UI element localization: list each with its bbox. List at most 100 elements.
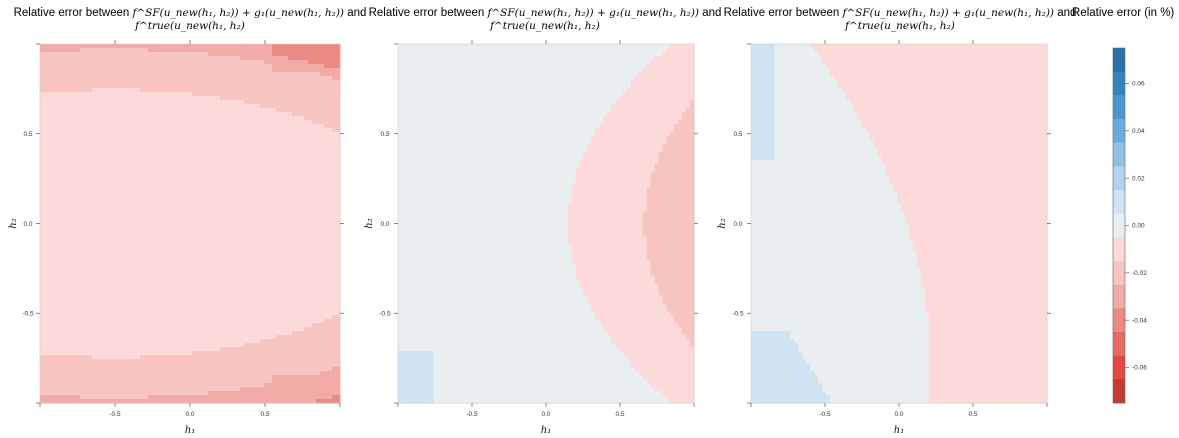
heatmap-cell bbox=[148, 131, 153, 137]
heatmap-cell bbox=[56, 95, 61, 101]
heatmap-cell bbox=[192, 279, 197, 284]
heatmap-cell bbox=[192, 183, 197, 189]
heatmap-cell bbox=[192, 131, 197, 137]
heatmap-cell bbox=[228, 371, 233, 376]
heatmap-cell bbox=[180, 159, 185, 165]
heatmap-cell bbox=[168, 139, 173, 145]
heatmap-cell bbox=[116, 143, 121, 149]
heatmap-cell bbox=[256, 303, 261, 308]
heatmap-cell bbox=[208, 99, 213, 105]
heatmap-cell bbox=[116, 379, 121, 384]
heatmap-cell bbox=[176, 259, 181, 264]
heatmap-cell bbox=[64, 311, 69, 316]
heatmap-cell bbox=[124, 127, 129, 133]
heatmap-cell bbox=[48, 395, 53, 400]
heatmap-cell bbox=[208, 359, 213, 364]
heatmap-cell bbox=[168, 251, 173, 257]
heatmap-cell bbox=[188, 371, 193, 376]
heatmap-cell bbox=[152, 223, 157, 229]
heatmap-cell bbox=[148, 119, 153, 125]
heatmap-cell bbox=[148, 327, 153, 332]
heatmap-cell bbox=[112, 99, 117, 105]
heatmap-cell bbox=[64, 91, 69, 97]
heatmap-cell bbox=[200, 363, 205, 368]
heatmap-cell bbox=[156, 79, 161, 85]
heatmap-cell bbox=[96, 195, 101, 201]
heatmap-cell bbox=[244, 151, 249, 157]
heatmap-cell bbox=[120, 243, 125, 249]
heatmap-cell bbox=[220, 215, 225, 221]
heatmap-cell bbox=[76, 119, 81, 125]
heatmap-cell bbox=[212, 155, 217, 161]
heatmap-cell bbox=[116, 83, 121, 89]
heatmap-cell bbox=[212, 131, 217, 137]
heatmap-cell bbox=[156, 283, 161, 288]
heatmap-cell bbox=[44, 331, 49, 336]
heatmap-cell bbox=[208, 44, 213, 49]
heatmap-cell bbox=[40, 203, 45, 209]
heatmap-cell bbox=[196, 339, 201, 344]
heatmap-cell bbox=[188, 395, 193, 400]
heatmap-cell bbox=[104, 319, 109, 324]
heatmap-cell bbox=[156, 55, 161, 61]
heatmap-cell bbox=[236, 323, 241, 328]
heatmap-cell bbox=[132, 183, 137, 189]
heatmap-cell bbox=[208, 235, 213, 241]
heatmap-cell bbox=[40, 59, 45, 65]
heatmap-cell bbox=[80, 299, 85, 304]
heatmap-cell bbox=[212, 263, 217, 268]
heatmap-cell bbox=[152, 307, 157, 312]
heatmap-cell bbox=[212, 87, 217, 93]
heatmap-cell bbox=[124, 311, 129, 316]
heatmap-cell bbox=[112, 63, 117, 69]
heatmap-cell bbox=[176, 79, 181, 85]
heatmap-cell bbox=[232, 271, 237, 276]
heatmap-cell bbox=[96, 163, 101, 169]
heatmap-cell bbox=[120, 139, 125, 145]
heatmap-cell bbox=[252, 347, 257, 352]
heatmap-cell bbox=[196, 119, 201, 125]
heatmap-cell bbox=[216, 223, 221, 229]
heatmap-cell bbox=[184, 351, 189, 356]
heatmap-cell bbox=[44, 75, 49, 81]
heatmap-cell bbox=[164, 195, 169, 201]
heatmap-cell bbox=[84, 155, 89, 161]
heatmap-cell bbox=[208, 51, 213, 57]
heatmap-cell bbox=[200, 71, 205, 77]
heatmap-cell bbox=[176, 251, 181, 257]
heatmap-cell bbox=[160, 147, 165, 153]
heatmap-cell bbox=[60, 175, 65, 181]
heatmap-cell bbox=[208, 231, 213, 237]
heatmap-cell bbox=[120, 83, 125, 89]
heatmap-cell bbox=[92, 51, 97, 57]
heatmap-cell bbox=[180, 203, 185, 209]
heatmap-cell bbox=[40, 383, 45, 388]
heatmap-cell bbox=[248, 91, 253, 97]
heatmap-cell bbox=[252, 343, 257, 348]
heatmap-cell bbox=[120, 363, 125, 368]
heatmap-cell bbox=[68, 99, 73, 105]
heatmap-cell bbox=[116, 219, 121, 225]
heatmap-cell bbox=[136, 311, 141, 316]
heatmap-cell bbox=[228, 295, 233, 300]
heatmap-cell bbox=[220, 67, 225, 73]
heatmap-cell bbox=[236, 183, 241, 189]
heatmap-cell bbox=[172, 123, 177, 129]
heatmap-cell bbox=[108, 131, 113, 137]
heatmap-cell bbox=[220, 171, 225, 177]
heatmap-cell bbox=[112, 171, 117, 177]
heatmap-cell bbox=[220, 363, 225, 368]
heatmap-cell bbox=[216, 307, 221, 312]
heatmap-cell bbox=[116, 155, 121, 161]
heatmap-cell bbox=[108, 59, 113, 65]
heatmap-cell bbox=[184, 115, 189, 121]
heatmap-cell bbox=[136, 283, 141, 288]
heatmap-cell bbox=[224, 47, 229, 53]
heatmap-cell bbox=[104, 227, 109, 233]
heatmap-cell bbox=[240, 55, 245, 61]
heatmap-cell bbox=[84, 287, 89, 292]
heatmap-cell bbox=[64, 123, 69, 129]
heatmap-cell bbox=[232, 199, 237, 205]
heatmap-cell bbox=[96, 147, 101, 153]
heatmap-cell bbox=[116, 331, 121, 336]
